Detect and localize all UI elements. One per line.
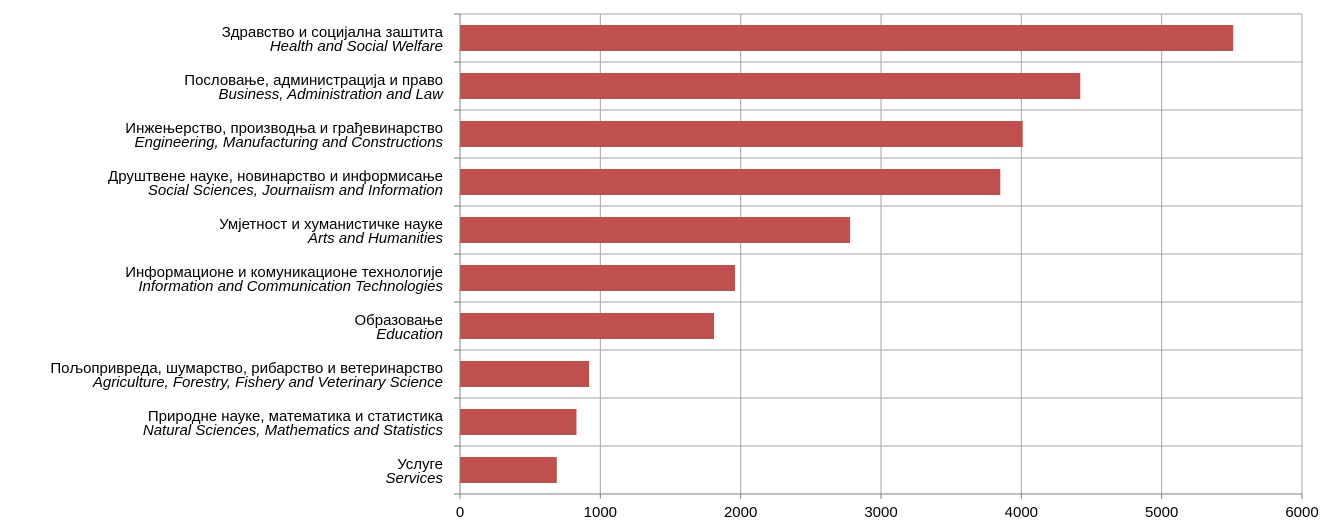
category-label-en: Agriculture, Forestry, Fishery and Veter… (92, 374, 443, 391)
bar (460, 169, 1001, 195)
category-label-en: Natural Sciences, Mathematics and Statis… (143, 422, 444, 439)
category-label-sr: Образовање (355, 312, 444, 329)
category-label-en: Business, Administration and Law (218, 86, 444, 103)
bar (460, 25, 1234, 51)
x-tick-label: 6000 (1285, 504, 1318, 521)
category-label-en: Health and Social Welfare (270, 38, 443, 55)
x-tick-labels: 0 1000 2000 3000 4000 5000 6000 (456, 504, 1319, 521)
category-label-sr: Информационе и комуникационе технологије (125, 264, 443, 281)
bars (460, 25, 1234, 483)
x-tick-label: 3000 (864, 504, 897, 521)
axes (454, 13, 1303, 499)
x-tick-label: 2000 (724, 504, 757, 521)
category-label-sr: Инжењерство, производња и грађевинарство (125, 120, 443, 137)
bar (460, 313, 715, 339)
bar (460, 121, 1023, 147)
category-label-sr: Умјетност и хуманистичке науке (219, 216, 443, 233)
bar (460, 361, 590, 387)
category-label-en: Social Sciences, Journaiism and Informat… (148, 182, 443, 199)
category-label-sr: Услуге (397, 456, 443, 473)
category-label-en: Information and Communication Technologi… (138, 278, 443, 295)
category-label-en: Arts and Humanities (307, 230, 444, 247)
bar (460, 265, 736, 291)
bar (460, 457, 557, 483)
category-label-en: Education (376, 326, 443, 343)
category-label-sr: Природне науке, математика и статистика (148, 408, 444, 425)
gridlines (460, 13, 1303, 494)
x-tick-label: 1000 (584, 504, 617, 521)
category-label-sr: Пољопривреда, шумарство, рибарство и вет… (50, 360, 443, 377)
category-label-sr: Друштвене науке, новинарство и информиса… (108, 168, 443, 185)
bar (460, 73, 1081, 99)
x-tick-label: 5000 (1145, 504, 1178, 521)
bar (460, 217, 851, 243)
x-tick-label: 4000 (1005, 504, 1038, 521)
category-label-en: Engineering, Manufacturing and Construct… (134, 134, 443, 151)
x-tick-label: 0 (456, 504, 464, 521)
category-label-sr: Здравство и социјална заштита (222, 24, 444, 41)
bar (460, 409, 577, 435)
category-label-en: Services (385, 470, 443, 487)
category-label-sr: Пословање, администрација и право (184, 72, 443, 89)
